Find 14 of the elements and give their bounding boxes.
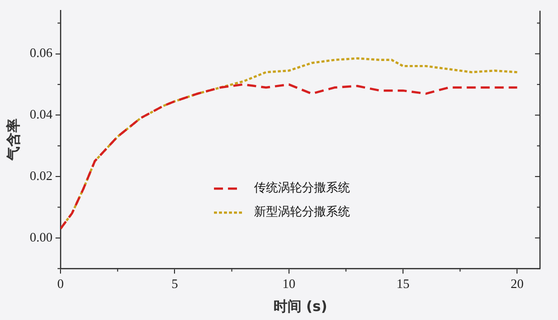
legend-label: 传统涡轮分撒系统 <box>254 180 350 195</box>
y-tick-label: 0.06 <box>30 45 54 60</box>
line-series <box>60 83 518 230</box>
y-tick-label: 0.00 <box>30 229 53 244</box>
y-axis-title: 气含率 <box>5 118 22 162</box>
y-tick-label: 0.04 <box>30 106 54 122</box>
legend-label: 新型涡轮分撒系统 <box>254 204 350 219</box>
x-tick-label: 0 <box>57 276 64 291</box>
x-axis-title: 时间 (s) <box>273 299 328 316</box>
x-tick-label: 5 <box>171 276 178 291</box>
x-tick-label: 20 <box>510 276 524 291</box>
x-tick-label: 15 <box>396 276 410 291</box>
x-tick-label: 10 <box>282 276 296 291</box>
y-tick-label: 0.02 <box>30 168 53 183</box>
